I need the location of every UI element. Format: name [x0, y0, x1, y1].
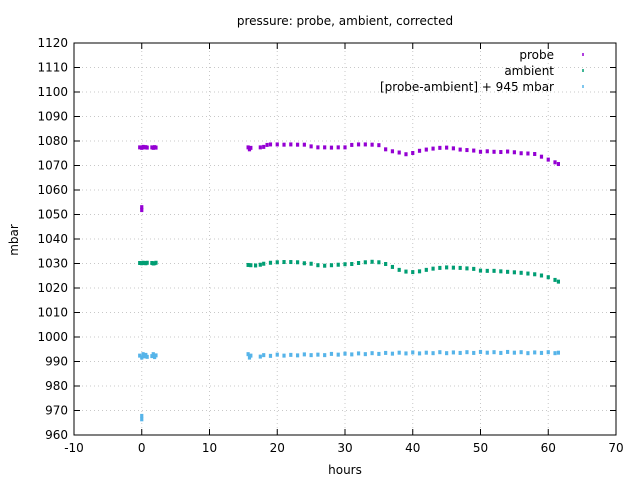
y-tick-label: 1030 [37, 257, 68, 271]
series-3 [138, 349, 561, 422]
y-tick-label: 1120 [37, 36, 68, 50]
x-axis-label: hours [328, 463, 362, 477]
y-tick-label: 1060 [37, 183, 68, 197]
y-tick-label: 1100 [37, 85, 68, 99]
plot-data [138, 142, 561, 422]
x-tick-label: 20 [270, 441, 285, 455]
y-tick-label: 1080 [37, 134, 68, 148]
y-tick-label: 1050 [37, 208, 68, 222]
legend-label: [probe-ambient] + 945 mbar [380, 80, 554, 94]
x-tick-label: 0 [138, 441, 146, 455]
y-tick-label: 1020 [37, 281, 68, 295]
y-tick-label: 1010 [37, 306, 68, 320]
y-tick-label: 1000 [37, 330, 68, 344]
y-axis-label: mbar [7, 224, 21, 256]
x-tick-label: 50 [473, 441, 488, 455]
x-tick-label: 70 [608, 441, 623, 455]
chart-title: pressure: probe, ambient, corrected [237, 14, 453, 28]
y-tick-label: 990 [45, 355, 68, 369]
series-1 [138, 142, 561, 213]
legend: probe ambient [probe-ambient] + 945 mbar [380, 48, 584, 94]
y-tick-label: 1090 [37, 110, 68, 124]
y-tick-label: 1110 [37, 61, 68, 75]
x-tick-label: 60 [541, 441, 556, 455]
legend-label: ambient [504, 64, 554, 78]
y-tick-label: 970 [45, 404, 68, 418]
grid [74, 43, 616, 435]
y-tick-label: 960 [45, 428, 68, 442]
x-tick-label: 40 [405, 441, 420, 455]
x-tick-label: -10 [64, 441, 84, 455]
axes: 9609709809901000101010201030104010501060… [37, 36, 623, 455]
x-tick-label: 10 [202, 441, 217, 455]
legend-label: probe [519, 48, 554, 62]
y-tick-label: 1070 [37, 159, 68, 173]
x-tick-label: 30 [337, 441, 352, 455]
y-tick-label: 1040 [37, 232, 68, 246]
y-tick-label: 980 [45, 379, 68, 393]
series-2 [138, 259, 561, 284]
